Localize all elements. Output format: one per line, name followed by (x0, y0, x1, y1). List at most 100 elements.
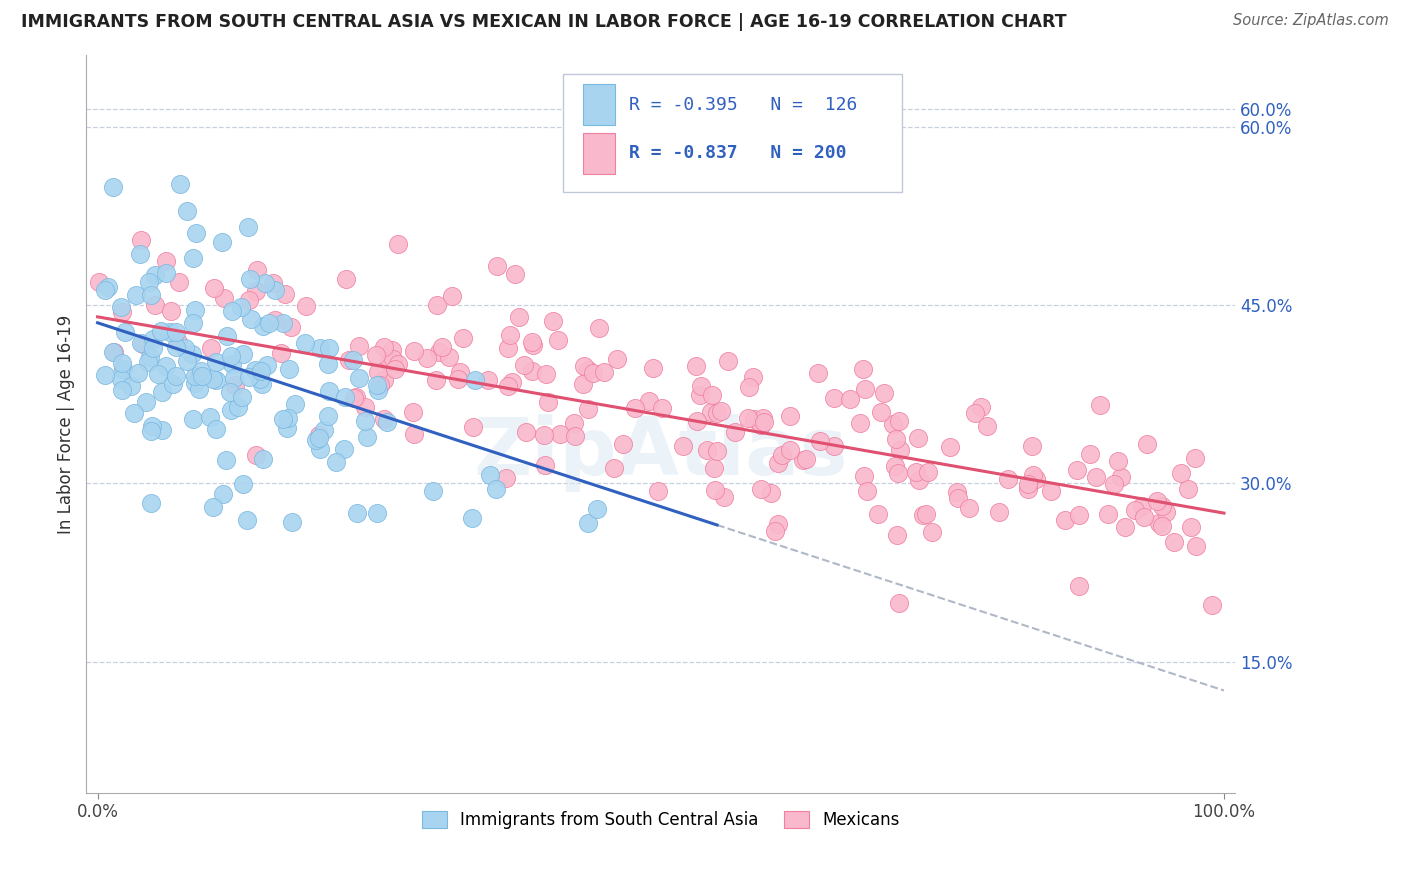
Text: ZipAtlas: ZipAtlas (474, 415, 848, 492)
Point (181, 251, 204, 265)
Point (309, 442, 332, 457)
Point (779, 442, 801, 457)
Point (135, 394, 157, 409)
Point (139, 350, 162, 364)
Point (378, 355, 401, 369)
Point (200, 410, 222, 425)
Point (887, 467, 910, 481)
Point (1040, 484, 1063, 499)
Point (370, 378, 392, 392)
Point (957, 500, 980, 515)
Point (987, 505, 1010, 519)
Point (231, 390, 253, 404)
Point (1102, 477, 1125, 491)
Point (515, 425, 537, 439)
Point (917, 465, 939, 479)
Point (997, 472, 1019, 486)
Point (889, 442, 911, 457)
Point (219, 349, 242, 363)
Point (612, 436, 634, 450)
Point (1069, 508, 1091, 522)
Point (498, 328, 520, 343)
Point (305, 433, 328, 447)
Point (440, 289, 463, 303)
Point (335, 272, 357, 286)
Point (496, 341, 519, 355)
Point (280, 515, 302, 529)
Point (737, 410, 759, 425)
Point (425, 373, 447, 387)
Point (477, 373, 499, 387)
Point (142, 332, 165, 346)
Point (387, 357, 409, 371)
Point (461, 511, 484, 525)
Point (387, 236, 409, 251)
Point (381, 343, 404, 358)
Legend: Immigrants from South Central Asia, Mexicans: Immigrants from South Central Asia, Mexi… (415, 805, 905, 836)
Point (1146, 493, 1168, 508)
Point (146, 367, 169, 381)
Point (221, 357, 243, 371)
Point (501, 375, 523, 389)
Point (214, 291, 236, 305)
Point (127, 366, 149, 380)
Point (970, 400, 993, 414)
Point (593, 365, 616, 379)
Text: R = -0.837   N = 200: R = -0.837 N = 200 (628, 145, 846, 162)
Point (224, 377, 246, 392)
Point (564, 428, 586, 442)
Point (703, 461, 725, 475)
Point (184, 376, 207, 390)
Point (316, 357, 339, 371)
Point (576, 401, 599, 416)
Point (125, 287, 148, 301)
Point (256, 358, 278, 372)
Point (318, 341, 340, 355)
Point (853, 468, 876, 483)
Point (141, 424, 163, 438)
Point (887, 597, 910, 611)
Point (325, 455, 347, 469)
Text: Source: ZipAtlas.com: Source: ZipAtlas.com (1233, 13, 1389, 29)
Point (823, 438, 845, 452)
Point (222, 371, 245, 385)
Point (142, 341, 165, 355)
Point (606, 352, 628, 367)
Point (672, 438, 695, 452)
Point (382, 352, 405, 367)
Point (749, 482, 772, 496)
Point (710, 403, 733, 417)
Point (110, 356, 132, 370)
Point (373, 373, 395, 387)
Point (1152, 500, 1174, 514)
Point (1069, 579, 1091, 593)
Point (97, 280, 120, 294)
Point (155, 359, 177, 373)
Point (188, 368, 211, 383)
Point (333, 390, 356, 404)
Point (205, 373, 228, 387)
Point (513, 358, 536, 372)
Point (576, 363, 599, 377)
Point (128, 246, 150, 260)
Point (1017, 482, 1039, 496)
Point (181, 347, 204, 361)
Point (886, 528, 908, 542)
Point (907, 474, 929, 488)
Point (921, 524, 943, 539)
Point (1021, 439, 1043, 453)
Point (111, 305, 134, 319)
Point (702, 388, 724, 402)
Point (882, 417, 904, 431)
Point (149, 324, 172, 338)
Point (1136, 436, 1159, 450)
Point (356, 430, 378, 444)
Point (1107, 453, 1129, 467)
Point (160, 304, 183, 318)
Point (839, 392, 862, 406)
Point (754, 416, 776, 430)
Point (461, 419, 484, 434)
Point (277, 411, 299, 425)
Point (110, 371, 132, 385)
Point (496, 379, 519, 393)
